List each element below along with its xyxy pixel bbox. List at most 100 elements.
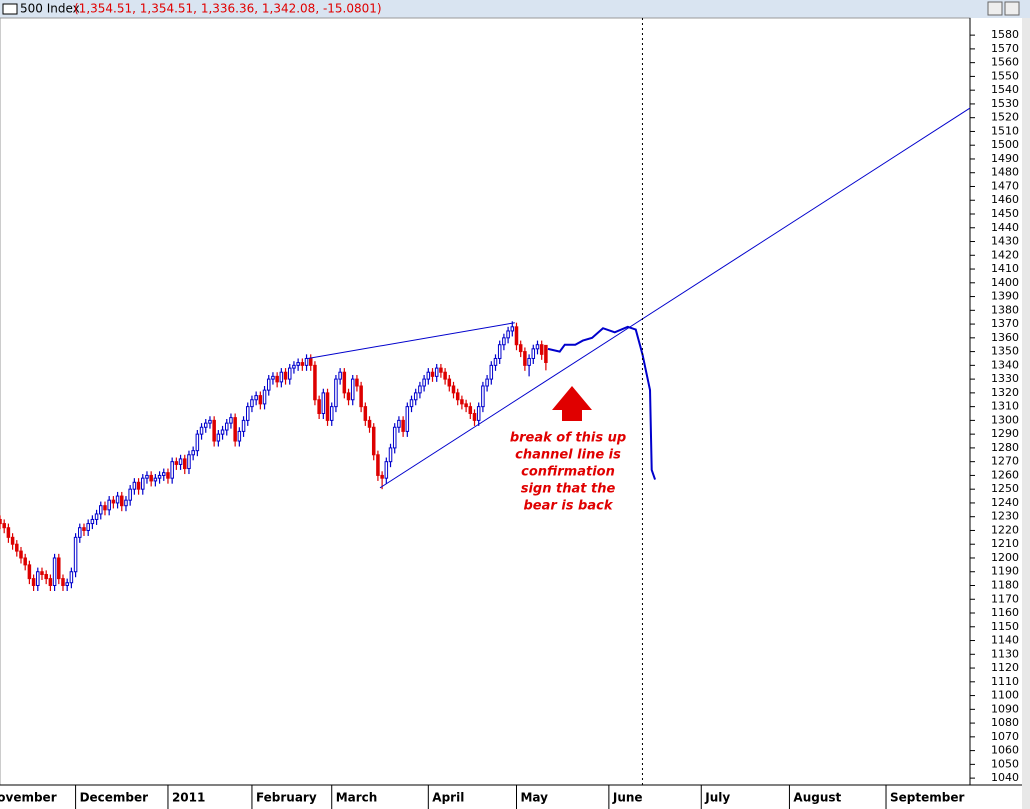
candle-body [334,378,338,408]
y-tick-label: 1140 [991,634,1019,647]
candle-body [523,351,527,366]
y-tick-label: 1360 [991,331,1019,344]
candle-body [434,367,439,377]
candle-body [99,505,103,515]
candle-body [262,389,267,405]
candle-body [321,392,326,415]
candle-body [48,578,53,586]
scrollbar[interactable] [1022,18,1030,809]
candle-body [367,419,372,428]
candle-body [422,378,426,387]
candle-body [397,419,401,428]
candle-body [409,399,414,408]
candle-body [15,543,19,552]
candle-body [506,330,510,339]
candle-body [57,557,61,580]
candle-body [111,499,116,504]
candle-body [418,385,422,394]
candle-body [313,364,317,401]
candle-body [338,371,342,380]
y-tick-label: 1350 [991,345,1019,358]
candle-body [443,371,447,380]
x-tick-label: June [612,791,643,805]
x-tick-label: May [520,791,548,805]
y-tick-label: 1380 [991,303,1019,316]
close-button[interactable] [1004,1,1020,16]
y-tick-label: 1570 [991,42,1019,55]
candle-body [489,364,494,380]
annotation: channel line is [515,448,621,463]
candle-body [531,348,536,359]
candle-body [460,399,464,405]
y-tick-label: 1190 [991,565,1019,578]
y-tick-label: 1430 [991,235,1019,248]
candle-body [388,447,393,463]
y-tick-label: 1460 [991,193,1019,206]
candle-body [27,564,32,580]
candle-body [392,426,397,449]
candle-body [82,527,86,531]
candle-body [61,578,65,586]
candle-body [451,385,456,394]
x-tick-label: March [336,791,378,805]
candle-body [342,371,347,394]
candle-body [535,344,540,350]
candle-body [266,378,271,391]
y-tick-label: 1060 [991,744,1019,757]
y-tick-label: 1310 [991,400,1019,413]
candle-body [2,523,6,529]
y-tick-label: 1540 [991,83,1019,96]
y-tick-label: 1300 [991,413,1019,426]
y-tick-label: 1250 [991,482,1019,495]
y-tick-label: 1170 [991,592,1019,605]
candle-body [481,385,485,408]
y-tick-label: 1180 [991,578,1019,591]
candle-body [157,474,162,479]
y-tick-label: 1470 [991,179,1019,192]
y-tick-label: 1440 [991,221,1019,234]
candle-body [359,385,363,408]
candle-body [275,375,279,383]
candle-body [472,413,477,421]
y-tick-label: 1580 [991,28,1019,41]
candle-body [183,458,187,470]
plot [0,18,971,785]
annotation: sign that the [521,482,616,497]
candle-body [296,362,300,366]
candle-body [527,357,531,366]
y-tick-label: 1420 [991,248,1019,261]
candle-body [78,527,82,538]
y-tick-label: 1370 [991,317,1019,330]
candle-body [439,367,443,373]
candle-body [208,419,212,424]
candle-body [237,430,242,442]
title-bar [0,0,1030,18]
y-tick-label: 1220 [991,523,1019,536]
y-tick-label: 1090 [991,702,1019,715]
candle-body [44,573,48,580]
y-tick-label: 1260 [991,468,1019,481]
candle-body [0,518,2,525]
y-tick-label: 1210 [991,537,1019,550]
candle-body [363,406,368,421]
candle-body [539,344,544,355]
candle-body [405,406,410,432]
candle-body [153,477,158,482]
candle-body [73,536,78,573]
candle-body [430,371,435,377]
y-tick-label: 1400 [991,276,1019,289]
candle-body [40,571,44,575]
candle-body [464,403,468,408]
candle-body [447,378,452,387]
restore-button[interactable] [987,1,1003,16]
candle-body [241,419,246,432]
y-tick-label: 1160 [991,606,1019,619]
candle-body [329,406,334,421]
y-tick-label: 1560 [991,56,1019,69]
candle-body [191,450,195,456]
x-tick-label: February [256,791,317,805]
candle-body [141,477,145,490]
candle-body [426,371,431,380]
candle-body [86,523,90,531]
candle-body [292,364,296,369]
